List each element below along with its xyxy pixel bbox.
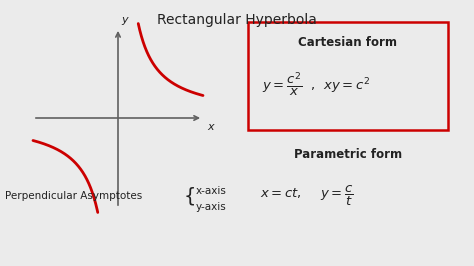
Text: Rectangular Hyperbola: Rectangular Hyperbola [157,13,317,27]
Text: Parametric form: Parametric form [294,148,402,161]
Text: $y = \dfrac{c^2}{x}$  ,  $xy = c^2$: $y = \dfrac{c^2}{x}$ , $xy = c^2$ [262,70,370,98]
Text: y: y [121,15,128,25]
FancyBboxPatch shape [248,22,448,130]
Text: Cartesian form: Cartesian form [299,36,398,49]
Text: $x = ct,$    $y = \dfrac{c}{t}$: $x = ct,$ $y = \dfrac{c}{t}$ [260,184,354,208]
Text: x: x [207,122,214,132]
Text: y-axis: y-axis [196,202,227,212]
Text: Perpendicular Asymptotes: Perpendicular Asymptotes [5,191,142,201]
Text: $\{$: $\{$ [183,185,195,207]
Text: x-axis: x-axis [196,186,227,196]
